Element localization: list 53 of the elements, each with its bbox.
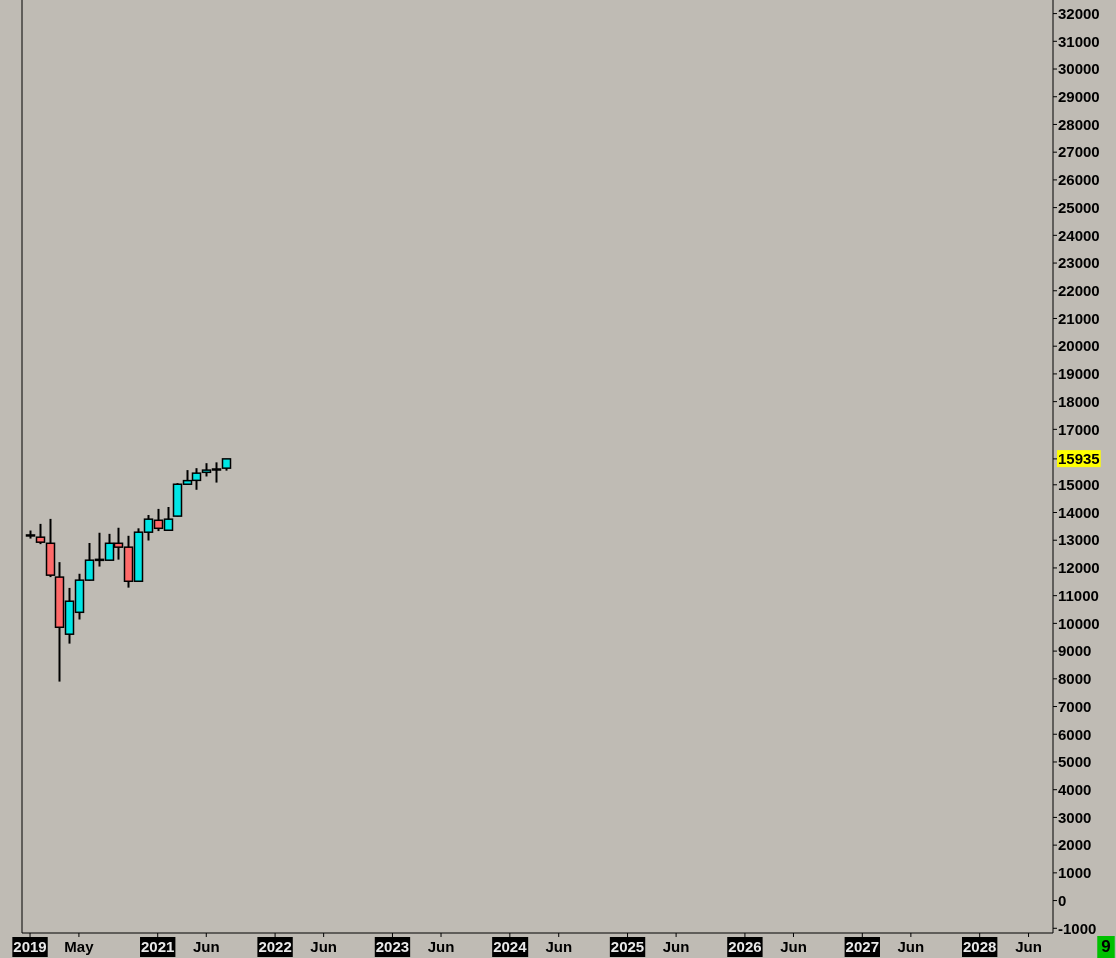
x-tick-label: 2025 [610,938,645,955]
x-tick-label: Jun [780,938,807,955]
x-tick-label: 2027 [845,938,879,955]
y-tick-label: 7000 [1058,697,1092,715]
y-tick-label: 13000 [1058,531,1100,549]
y-tick-label: 17000 [1058,420,1100,438]
y-tick-label: 5000 [1058,753,1092,771]
x-tick-label: Jun [427,938,455,955]
y-tick-label: 0 [1058,891,1067,909]
x-tick-label: Jun [662,938,690,955]
y-tick-label: 22000 [1058,282,1100,300]
x-tick-label: Jun [545,938,573,955]
x-tick-label: May [64,938,95,955]
x-tick-label: Jun [310,938,337,955]
y-tick-label: 30000 [1058,60,1100,78]
y-tick-label: 21000 [1058,309,1100,327]
y-tick-label: 4000 [1058,780,1092,798]
y-tick-label: 15935 [1058,450,1100,468]
y-tick-label: 9000 [1058,642,1092,660]
y-tick-label: 1000 [1058,864,1092,882]
y-tick-label: 3000 [1058,808,1092,826]
y-tick-label: 24000 [1058,226,1100,244]
y-tick-label: 31000 [1058,32,1100,50]
x-tick-label: Jun [897,938,925,955]
x-tick-label: Jun [192,938,220,955]
x-tick-label: 2026 [728,938,762,955]
y-tick-label: 18000 [1058,392,1100,410]
y-tick-label: 29000 [1058,87,1100,105]
y-tick-label: 25000 [1058,198,1100,216]
y-tick-label: 26000 [1058,171,1100,189]
y-tick-label: 6000 [1058,725,1092,743]
x-tick-label: 2019 [13,938,47,955]
x-tick-label: 2022 [258,938,292,955]
y-tick-label: 20000 [1058,337,1100,355]
y-tick-label: 8000 [1058,670,1092,688]
y-tick-label: 27000 [1058,143,1100,161]
y-tick-label: 19000 [1058,365,1100,383]
y-tick-label: 2000 [1058,836,1092,854]
y-tick-label: 10000 [1058,614,1100,632]
y-tick-label: 14000 [1058,503,1100,521]
y-tick-label: 32000 [1058,4,1100,22]
x-tick-label: 2028 [962,938,997,955]
y-tick-label: -1000 [1058,919,1097,937]
x-tick-label: 2024 [493,938,528,955]
y-tick-label: 28000 [1058,115,1100,133]
y-tick-label: 11000 [1058,586,1099,604]
x-tick-label: 2021 [141,938,175,955]
y-tick-label: 12000 [1058,559,1100,577]
text: 9 [1101,937,1111,956]
x-tick-label: Jun [1015,938,1042,955]
x-tick-label: 2023 [375,938,410,955]
y-tick-label: 23000 [1058,254,1100,272]
y-tick-label: 15000 [1058,476,1100,494]
